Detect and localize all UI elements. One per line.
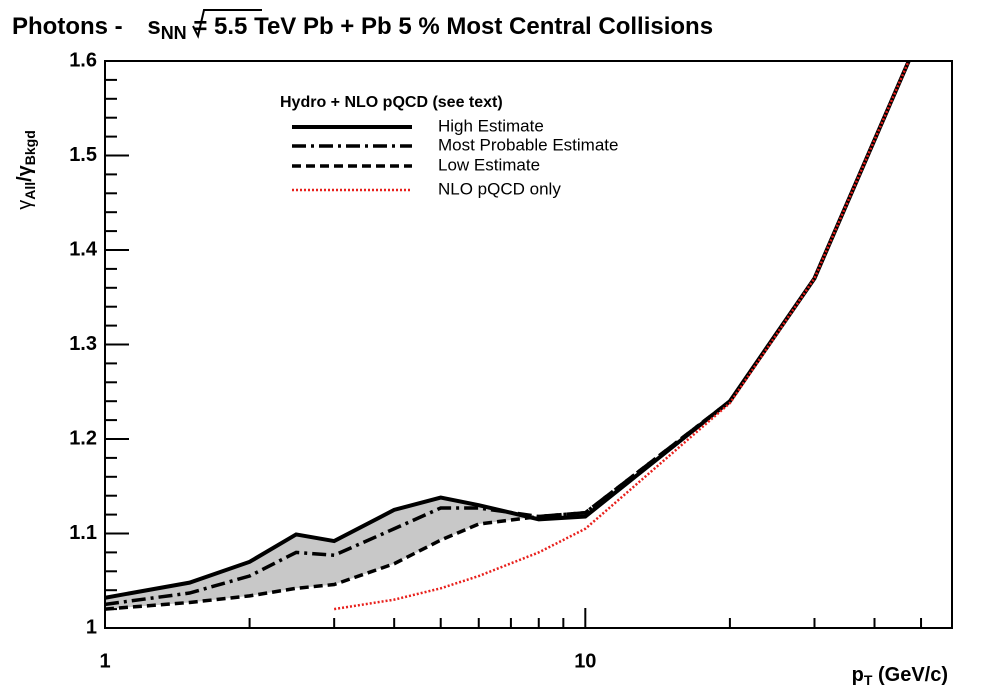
sqrt-sign xyxy=(192,9,262,39)
x-label-part: T xyxy=(864,672,873,688)
x-tick-label: 10 xyxy=(574,650,596,672)
y-tick-label: 1.6 xyxy=(69,49,97,71)
legend-label: High Estimate xyxy=(438,116,544,135)
plot-area xyxy=(105,61,911,611)
title-sub: NN xyxy=(161,23,187,43)
y-tick-label: 1.5 xyxy=(69,144,97,166)
y-tick-label: 1.2 xyxy=(69,427,97,449)
x-label-part: p xyxy=(852,664,864,686)
chart-title: Photons - sNN = 5.5 TeV Pb + Pb 5 % Most… xyxy=(12,13,713,42)
title-suffix: = 5.5 TeV Pb + Pb 5 % Most Central Colli… xyxy=(187,13,713,40)
y-tick-label: 1.1 xyxy=(69,522,97,544)
legend-title: Hydro + NLO pQCD (see text) xyxy=(280,94,503,111)
y-axis-label: γAll/γBkgd xyxy=(14,130,37,210)
x-label-part: (GeV/c) xyxy=(872,664,948,686)
y-label-part: Bkgd xyxy=(22,130,38,165)
x-axis-label: pT (GeV/c) xyxy=(852,664,948,687)
legend-label: NLO pQCD only xyxy=(438,179,561,198)
y-label-part: All xyxy=(22,182,38,200)
title-prefix: Photons - xyxy=(12,13,129,40)
legend-label: Low Estimate xyxy=(438,155,540,174)
legend-label: Most Probable Estimate xyxy=(438,135,618,154)
series-line xyxy=(333,61,911,611)
y-tick-label: 1.3 xyxy=(69,333,97,355)
x-tick-label: 1 xyxy=(99,650,110,672)
series-line xyxy=(105,61,911,611)
title-root: s xyxy=(147,13,160,40)
y-tick-label: 1 xyxy=(86,616,97,638)
y-tick-label: 1.4 xyxy=(69,238,98,260)
y-label-part: γ xyxy=(14,200,36,210)
y-label-part: /γ xyxy=(14,164,36,182)
